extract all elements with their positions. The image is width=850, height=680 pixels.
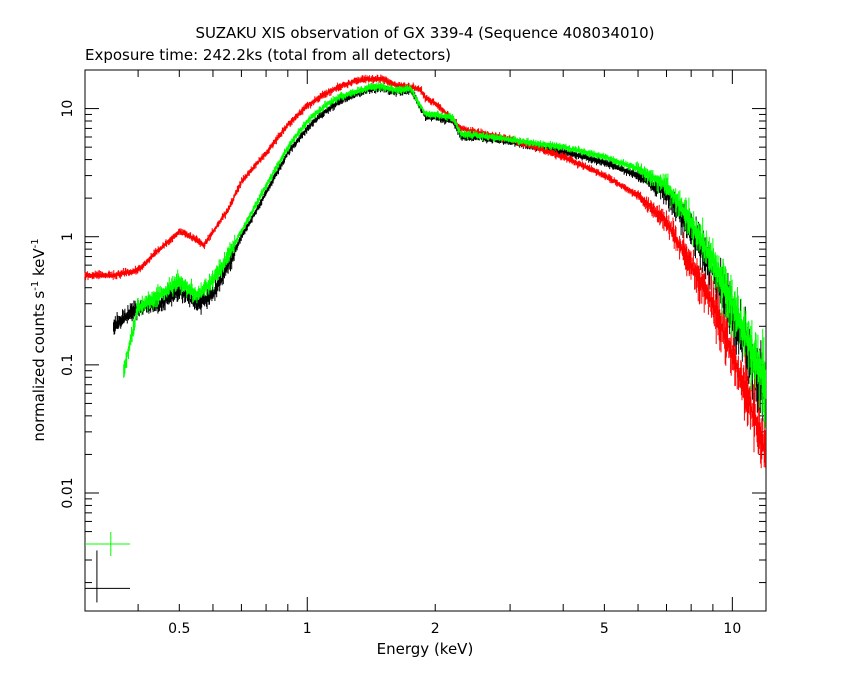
series-errorbars [113, 84, 767, 422]
x-axis-label: Energy (keV) [377, 640, 474, 658]
x-tick-label: 0.5 [168, 621, 190, 637]
series-errorbars [123, 82, 767, 428]
x-tick-label: 1 [303, 621, 312, 637]
legend-markers [85, 531, 130, 603]
y-tick-label: 0.01 [60, 477, 76, 508]
x-tick-label: 10 [723, 621, 741, 637]
chart-title: SUZAKU XIS observation of GX 339-4 (Sequ… [195, 24, 654, 42]
series-errorbars [84, 74, 766, 469]
legend-marker-1 [85, 550, 130, 603]
data-layer [84, 74, 767, 469]
series-1 [113, 84, 767, 422]
chart-subtitle: Exposure time: 242.2ks (total from all d… [85, 46, 451, 64]
plot-frame [84, 69, 767, 612]
legend-marker-0 [85, 531, 130, 556]
series-2 [123, 82, 767, 428]
series-0 [84, 74, 766, 469]
x-tick-label: 2 [431, 621, 440, 637]
x-tick-label: 5 [600, 621, 609, 637]
y-axis-label: normalized counts s-1 keV-1 [30, 238, 48, 441]
y-tick-label: 0.1 [60, 354, 76, 376]
y-tick-label: 10 [60, 100, 76, 118]
axis-ticks: 0.5 1 2 5 10 10 1 0.1 0.01 [60, 69, 766, 637]
y-tick-label: 1 [60, 232, 76, 241]
